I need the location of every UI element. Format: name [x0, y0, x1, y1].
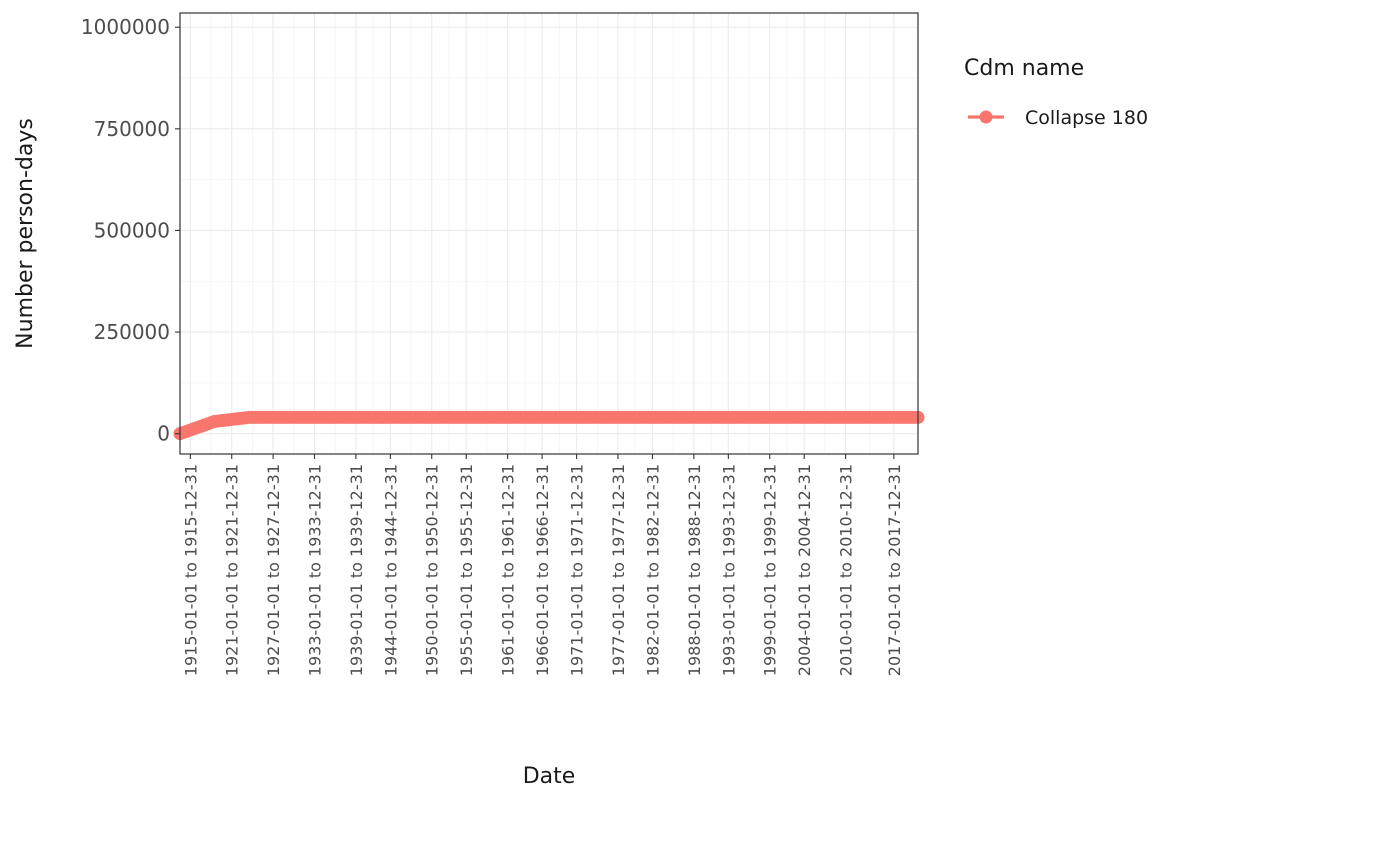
- legend: Cdm name Collapse 180: [964, 56, 1148, 129]
- legend-item: Collapse 180: [968, 107, 1148, 129]
- x-tick-label: 1971-01-01 to 1971-12-31: [568, 464, 587, 676]
- x-tick-label: 1999-01-01 to 1999-12-31: [761, 464, 780, 676]
- x-tick-label: 1927-01-01 to 1927-12-31: [264, 464, 283, 676]
- x-axis-title: Date: [523, 764, 576, 789]
- x-tick-label: 1977-01-01 to 1977-12-31: [609, 464, 628, 676]
- panel-background: [180, 13, 918, 454]
- y-axis: 0 250000 500000 750000 1000000: [81, 15, 180, 446]
- major-gridlines: [180, 13, 918, 454]
- legend-title: Cdm name: [964, 56, 1084, 81]
- x-axis: 1915-01-01 to 1915-12-31 1921-01-01 to 19…: [181, 454, 904, 676]
- x-tick-label: 1939-01-01 to 1939-12-31: [347, 464, 366, 676]
- y-tick-label: 250000: [94, 320, 170, 344]
- y-tick-label: 0: [157, 422, 170, 446]
- y-axis-title: Number person-days: [13, 118, 38, 349]
- y-tick-label: 500000: [94, 218, 170, 242]
- x-tick-label: 2017-01-01 to 2017-12-31: [885, 464, 904, 676]
- x-tick-label: 1993-01-01 to 1993-12-31: [719, 464, 738, 676]
- x-tick-label: 1982-01-01 to 1982-12-31: [643, 464, 662, 676]
- x-tick-label: 1915-01-01 to 1915-12-31: [181, 464, 200, 676]
- x-tick-label: 2004-01-01 to 2004-12-31: [795, 464, 814, 676]
- x-tick-label: 1966-01-01 to 1966-12-31: [533, 464, 552, 676]
- legend-key-point: [979, 110, 993, 124]
- x-tick-label: 1950-01-01 to 1950-12-31: [423, 464, 442, 676]
- panel-border: [179, 12, 919, 455]
- x-tick-label: 1988-01-01 to 1988-12-31: [685, 464, 704, 676]
- y-tick-label: 750000: [94, 117, 170, 141]
- y-tick-label: 1000000: [81, 15, 170, 39]
- x-tick-label: 1933-01-01 to 1933-12-31: [305, 464, 324, 676]
- x-tick-label: 1955-01-01 to 1955-12-31: [457, 464, 476, 676]
- x-tick-label: 1961-01-01 to 1961-12-31: [499, 464, 518, 676]
- x-tick-label: 1944-01-01 to 1944-12-31: [381, 464, 400, 676]
- series-collapse-180: [173, 410, 925, 441]
- legend-label: Collapse 180: [1025, 107, 1148, 129]
- minor-gridlines: [180, 13, 918, 454]
- x-tick-label: 2010-01-01 to 2010-12-31: [837, 464, 856, 676]
- x-tick-label: 1921-01-01 to 1921-12-31: [223, 464, 242, 676]
- series-layer: [173, 410, 925, 441]
